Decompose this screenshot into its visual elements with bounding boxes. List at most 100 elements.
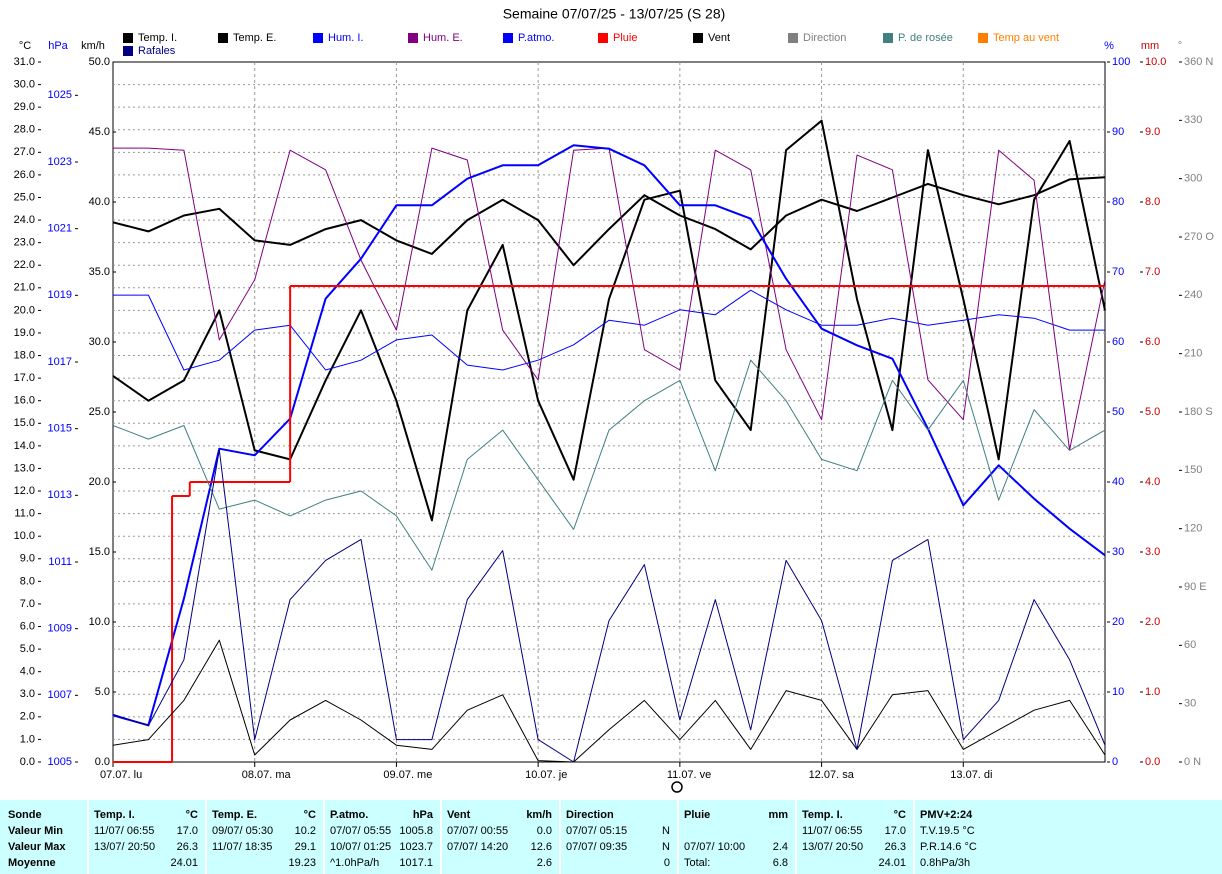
- series-line: [112, 639, 1106, 763]
- cell: 24.01: [170, 857, 198, 869]
- legend-label: P.atmo.: [518, 32, 555, 44]
- cell: 13/07/ 20:50: [94, 841, 155, 853]
- cell: 26.3: [177, 841, 198, 853]
- cell: N: [662, 841, 670, 853]
- cell: 10/07/ 01:25: [330, 841, 391, 853]
- axis-unit: °: [1178, 40, 1182, 52]
- y-tick-label: 11.0: [14, 508, 35, 520]
- y-tick-label: 180 S: [1184, 406, 1213, 418]
- group-title: Temp. I.: [802, 809, 843, 821]
- cell: 07/07/ 09:35: [566, 841, 627, 853]
- y-tick-label: 45.0: [89, 126, 110, 138]
- y-tick-label: 30.0: [89, 336, 110, 348]
- y-tick-label: 1015: [48, 423, 72, 435]
- x-tick-label: 11.07. ve: [667, 769, 711, 781]
- y-tick-label: 18.0: [14, 349, 35, 361]
- y-tick-label: 40: [1112, 476, 1124, 488]
- marker-icon: [671, 781, 683, 793]
- y-tick-label: 9.0: [20, 553, 35, 565]
- cell: 07/07/ 10:00: [684, 841, 745, 853]
- y-tick-label: 13.0: [14, 462, 35, 474]
- y-tick-label: 7.0: [1145, 266, 1160, 278]
- legend-swatch: [123, 33, 133, 43]
- cell: 6.8: [773, 857, 788, 869]
- y-tick-label: 1025: [48, 89, 72, 101]
- cell: 0: [664, 857, 670, 869]
- cell: 2.4: [773, 841, 788, 853]
- row-label: Valeur Min: [8, 825, 63, 837]
- legend-label: Temp au vent: [993, 32, 1059, 44]
- legend-label: Rafales: [138, 45, 176, 57]
- group-title: Temp. I.: [94, 809, 135, 821]
- row-label: Moyenne: [8, 857, 56, 869]
- y-tick-label: 50.0: [89, 56, 110, 68]
- y-tick-label: 2.0: [1145, 616, 1160, 628]
- cell: 1017.1: [399, 857, 433, 869]
- y-tick-label: 330: [1184, 114, 1202, 126]
- chart-title: Semaine 07/07/25 - 13/07/25 (S 28): [503, 6, 726, 22]
- y-tick-label: 1017: [48, 356, 72, 368]
- y-tick-label: 6.0: [1145, 336, 1160, 348]
- y-tick-label: 270 O: [1184, 231, 1214, 243]
- legend-label: P. de rosée: [898, 32, 953, 44]
- cell: T.V.19.5 °C: [920, 825, 975, 837]
- row-label: Valeur Max: [8, 841, 66, 853]
- y-tick-label: 40.0: [89, 196, 110, 208]
- cell: 11/07/ 18:35: [212, 841, 272, 853]
- y-tick-label: 2.0: [20, 711, 35, 723]
- y-tick-label: 20.0: [14, 304, 35, 316]
- cell: P.R.14.6 °C: [920, 841, 977, 853]
- y-tick-label: 10.0: [14, 530, 35, 542]
- y-tick-label: 3.0: [20, 688, 35, 700]
- y-tick-label: 1011: [48, 556, 72, 568]
- group-title: Direction: [566, 809, 614, 821]
- y-tick-label: 0.0: [20, 756, 35, 768]
- y-tick-label: 210: [1184, 348, 1202, 360]
- cell: 07/07/ 05:55: [330, 825, 391, 837]
- cell: 2.6: [537, 857, 552, 869]
- y-tick-label: 3.0: [1145, 546, 1160, 558]
- y-tick-label: 240: [1184, 289, 1202, 301]
- y-tick-label: 1.0: [20, 733, 35, 745]
- y-tick-label: 25.0: [89, 406, 110, 418]
- legend-swatch: [408, 33, 418, 43]
- legend-swatch: [693, 33, 703, 43]
- y-tick-label: 15.0: [89, 546, 110, 558]
- y-tick-label: 0 N: [1184, 756, 1201, 768]
- y-tick-label: 20: [1112, 616, 1124, 628]
- y-tick-label: 14.0: [14, 440, 35, 452]
- cell: 09/07/ 05:30: [212, 825, 273, 837]
- axis-unit: km/h: [81, 40, 105, 52]
- group-unit: °C: [894, 809, 906, 821]
- x-tick-label: 07.07. lu: [100, 769, 142, 781]
- y-tick-label: 30: [1112, 546, 1124, 558]
- legend-swatch: [883, 33, 893, 43]
- y-tick-label: 28.0: [14, 124, 35, 136]
- y-tick-label: 120: [1184, 523, 1202, 535]
- group-unit: km/h: [526, 809, 552, 821]
- y-tick-label: 90 E: [1184, 581, 1207, 593]
- legend-label: Hum. I.: [328, 32, 363, 44]
- y-tick-label: 25.0: [14, 191, 35, 203]
- y-tick-label: 70: [1112, 266, 1124, 278]
- y-tick-label: 50: [1112, 406, 1124, 418]
- group-unit: mm: [768, 809, 788, 821]
- legend-label: Direction: [803, 32, 846, 44]
- y-tick-label: 21.0: [14, 282, 35, 294]
- legend-label: Pluie: [613, 32, 637, 44]
- axis-unit: mm: [1141, 40, 1159, 52]
- y-tick-label: 1005: [48, 756, 72, 768]
- group-unit: hPa: [413, 809, 434, 821]
- cell: 10.2: [295, 825, 316, 837]
- y-tick-label: 24.0: [14, 214, 35, 226]
- legend-label: Temp. E.: [233, 32, 276, 44]
- cell: 1005.8: [399, 825, 433, 837]
- cell: 07/07/ 14:20: [447, 841, 508, 853]
- cell: ^1.0hPa/h: [330, 857, 379, 869]
- cell: 07/07/ 00:55: [447, 825, 508, 837]
- y-tick-label: 300: [1184, 173, 1202, 185]
- y-tick-label: 100: [1112, 56, 1130, 68]
- cell: 0.0: [537, 825, 552, 837]
- cell: 07/07/ 05:15: [566, 825, 627, 837]
